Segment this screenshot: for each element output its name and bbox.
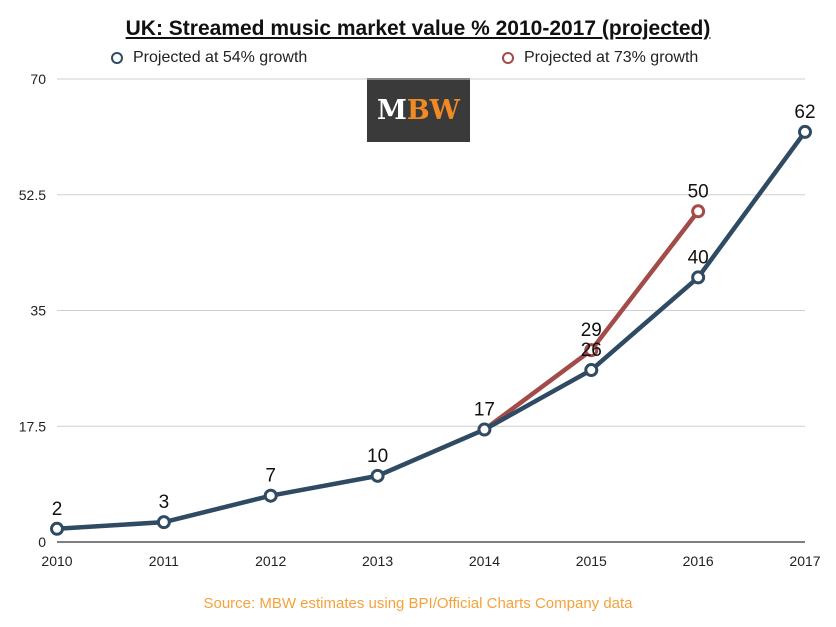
legend-marker-54-icon: [111, 52, 123, 64]
data-point: [584, 363, 599, 378]
y-tick-label: 70: [30, 71, 46, 87]
x-tick-label: 2017: [789, 553, 820, 569]
legend-item-54-growth: Projected at 54% growth: [111, 49, 307, 67]
x-tick-label: 2010: [41, 553, 72, 569]
data-label: 3: [159, 492, 170, 513]
data-label: 2: [52, 499, 63, 520]
legend-label-54: Projected at 54% growth: [133, 49, 308, 66]
source-note: Source: MBW estimates using BPI/Official…: [203, 595, 633, 612]
data-point: [691, 270, 706, 285]
legend-label-73: Projected at 73% growth: [524, 49, 699, 66]
logo-text-m: M: [376, 94, 407, 126]
mbw-logo: M BW: [367, 78, 470, 142]
x-tick-label: 2014: [469, 553, 500, 569]
x-tick-label: 2012: [255, 553, 286, 569]
data-point: [263, 488, 278, 503]
x-tick-label: 2015: [576, 553, 607, 569]
y-tick-label: 17.5: [19, 418, 46, 434]
data-point: [156, 515, 171, 530]
y-tick-label: 0: [38, 534, 46, 550]
legend-marker-73-icon: [502, 52, 514, 64]
y-tick-label: 52.5: [19, 187, 46, 203]
x-tick-label: 2013: [362, 553, 393, 569]
series-line-0: [54, 129, 808, 532]
data-label: 62: [794, 102, 815, 123]
data-point: [50, 521, 64, 536]
data-point: [798, 124, 812, 139]
logo-text-bw: BW: [406, 94, 461, 126]
data-label: 40: [688, 247, 709, 268]
data-point: [584, 343, 599, 358]
data-label: 26: [581, 340, 602, 361]
data-label: 17: [474, 400, 495, 421]
chart-title: UK: Streamed music market value % 2010-2…: [125, 17, 711, 40]
data-point: [477, 422, 492, 437]
x-tick-label: 2016: [683, 553, 714, 569]
data-label: 29: [581, 320, 602, 341]
y-tick-label: 35: [30, 303, 46, 319]
data-label: 50: [688, 181, 709, 202]
data-label: 10: [367, 446, 388, 467]
x-tick-label: 2011: [149, 553, 179, 569]
data-label: 7: [265, 466, 276, 487]
data-point: [691, 204, 706, 219]
data-point: [370, 468, 385, 483]
legend-item-73-growth: Projected at 73% growth: [502, 49, 698, 67]
